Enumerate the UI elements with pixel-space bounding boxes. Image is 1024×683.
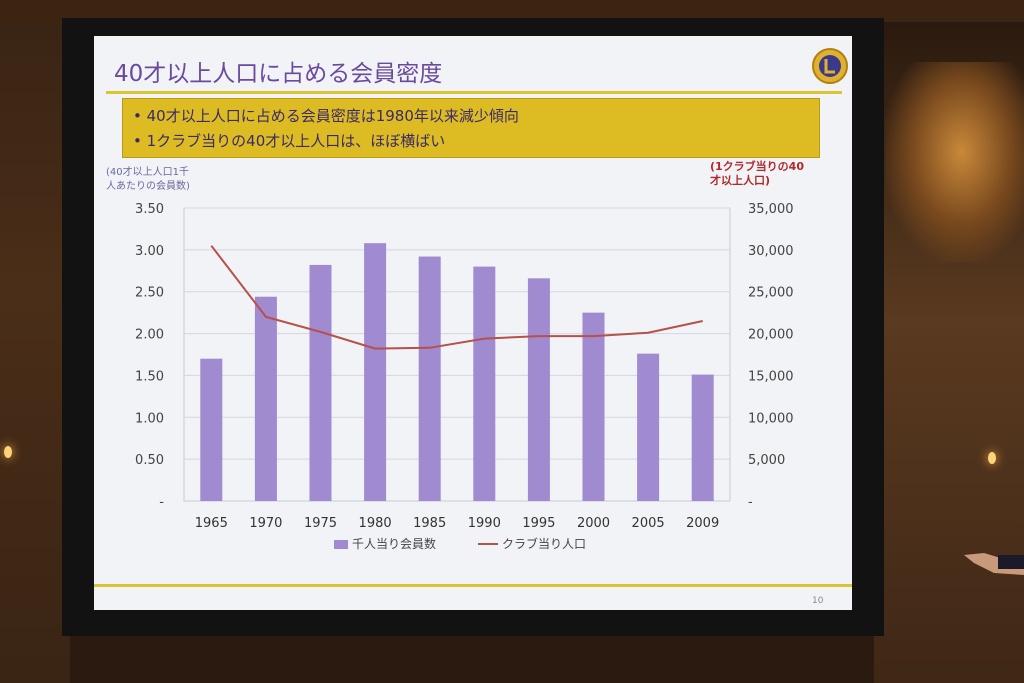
right-axis-note: (1クラブ当りの40 才以上人口) bbox=[710, 160, 804, 187]
right-tick-label: 10,000 bbox=[748, 411, 794, 426]
summary-bullet-2: • 1クラブ当りの40才以上人口は、ほぼ横ばい bbox=[133, 132, 446, 150]
line-club-population bbox=[210, 245, 703, 350]
room-wall-left bbox=[0, 22, 70, 683]
left-tick-label: - bbox=[159, 495, 164, 510]
combo-chart: - - 0.50 5,000 1.00 10,000 1.50 15,000 2.00 20,00… bbox=[135, 202, 794, 551]
x-tick-label: 2000 bbox=[577, 516, 610, 531]
left-tick-label: 2.50 bbox=[135, 286, 164, 301]
legend-bar-swatch bbox=[334, 540, 348, 549]
legend-bar-label: 千人当り会員数 bbox=[352, 536, 436, 551]
right-tick-label: 15,000 bbox=[748, 369, 794, 384]
left-axis-note: (40才以上人口1千 人あたりの会員数) bbox=[106, 167, 190, 192]
x-tick-label: 1965 bbox=[195, 516, 228, 531]
page-number: 10 bbox=[812, 596, 824, 606]
bar-1985 bbox=[418, 256, 441, 501]
x-tick-label: 2009 bbox=[686, 516, 719, 531]
slide: 40才以上人口に占める会員密度 • 40才以上人口に占める会員密度は1980年以… bbox=[94, 36, 852, 610]
summary-box: • 40才以上人口に占める会員密度は1980年以来減少傾向 • 1クラブ当りの4… bbox=[122, 98, 820, 158]
right-tick-label: 30,000 bbox=[748, 244, 794, 259]
footer-divider bbox=[94, 584, 852, 587]
bar-1995 bbox=[527, 278, 550, 501]
bar-1980 bbox=[364, 243, 387, 501]
right-tick-label: 35,000 bbox=[748, 202, 794, 217]
bar-2009 bbox=[691, 374, 714, 501]
left-tick-label: 1.50 bbox=[135, 369, 164, 384]
left-tick-label: 3.00 bbox=[135, 244, 164, 259]
presenter-hand bbox=[964, 553, 1024, 575]
room-ceiling bbox=[0, 0, 1024, 22]
x-tick-label: 1985 bbox=[413, 516, 446, 531]
bar-2005 bbox=[637, 353, 660, 501]
x-tick-label: 1990 bbox=[468, 516, 501, 531]
bar-2000 bbox=[582, 312, 605, 501]
left-tick-label: 0.50 bbox=[135, 453, 164, 468]
summary-bullet-2-text: 1クラブ当りの40才以上人口は、ほぼ横ばい bbox=[146, 132, 446, 150]
left-tick-label: 2.00 bbox=[135, 328, 164, 343]
chandelier bbox=[885, 62, 1024, 262]
bar-1965 bbox=[200, 358, 223, 501]
title-divider bbox=[106, 91, 842, 94]
wall-lamp-right bbox=[988, 452, 996, 464]
x-tick-label: 1975 bbox=[304, 516, 337, 531]
left-tick-label: 1.00 bbox=[135, 411, 164, 426]
right-tick-label: 5,000 bbox=[748, 453, 785, 468]
wall-lamp-left bbox=[4, 446, 12, 458]
lions-club-logo-icon bbox=[812, 48, 848, 84]
x-tick-label: 2005 bbox=[632, 516, 665, 531]
x-tick-label: 1980 bbox=[359, 516, 392, 531]
right-tick-label: - bbox=[748, 495, 753, 510]
right-tick-label: 25,000 bbox=[748, 286, 794, 301]
legend-line-label: クラブ当り人口 bbox=[502, 536, 586, 551]
right-tick-label: 20,000 bbox=[748, 328, 794, 343]
left-tick-label: 3.50 bbox=[135, 202, 164, 217]
bar-1975 bbox=[309, 264, 332, 501]
x-tick-label: 1970 bbox=[249, 516, 282, 531]
bar-1970 bbox=[254, 296, 277, 501]
x-tick-label: 1995 bbox=[522, 516, 555, 531]
summary-bullet-1: • 40才以上人口に占める会員密度は1980年以来減少傾向 bbox=[133, 107, 519, 125]
summary-bullet-1-text: 40才以上人口に占める会員密度は1980年以来減少傾向 bbox=[146, 107, 519, 125]
slide-title: 40才以上人口に占める会員密度 bbox=[114, 61, 443, 87]
bar-1990 bbox=[473, 266, 496, 501]
